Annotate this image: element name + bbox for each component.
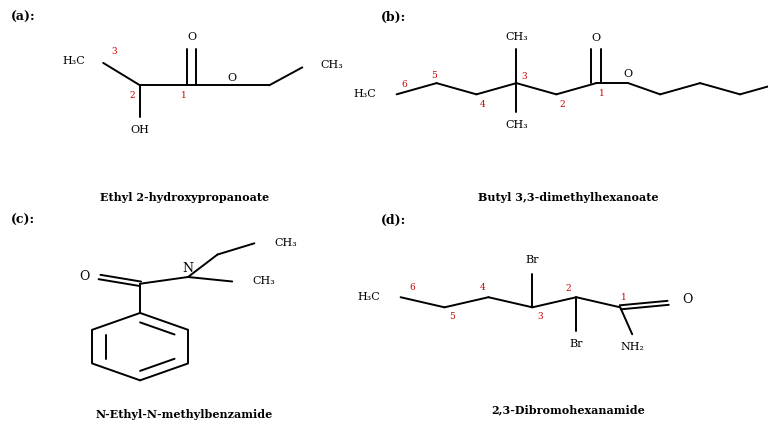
Text: O: O — [591, 33, 601, 43]
Text: CH₃: CH₃ — [253, 276, 275, 286]
Text: 6: 6 — [409, 283, 415, 292]
Text: 3: 3 — [521, 72, 527, 81]
Text: 1: 1 — [621, 293, 627, 302]
Text: (c):: (c): — [11, 214, 35, 227]
Text: O: O — [227, 73, 237, 83]
Text: 2,3-Dibromohexanamide: 2,3-Dibromohexanamide — [492, 404, 645, 415]
Text: O: O — [682, 293, 693, 306]
Text: 6: 6 — [402, 80, 408, 89]
Text: Ethyl 2-hydroxypropanoate: Ethyl 2-hydroxypropanoate — [100, 192, 269, 203]
Text: CH₃: CH₃ — [505, 32, 528, 42]
Text: 1: 1 — [599, 89, 605, 98]
Text: (b):: (b): — [381, 11, 406, 24]
Text: H₃C: H₃C — [358, 292, 381, 302]
Text: H₃C: H₃C — [62, 56, 84, 66]
Text: N-Ethyl-N-methylbenzamide: N-Ethyl-N-methylbenzamide — [96, 409, 273, 419]
Text: O: O — [80, 270, 90, 283]
Text: CH₃: CH₃ — [505, 120, 528, 130]
Text: (d):: (d): — [381, 214, 406, 227]
Text: 5: 5 — [449, 312, 455, 321]
Text: O: O — [624, 69, 633, 79]
Text: Br: Br — [525, 255, 539, 265]
Text: 3: 3 — [111, 47, 117, 56]
Text: 2: 2 — [565, 284, 571, 293]
Text: 3: 3 — [538, 312, 543, 321]
Text: Br: Br — [570, 340, 583, 349]
Text: 4: 4 — [479, 283, 485, 292]
Text: CH₃: CH₃ — [321, 60, 343, 70]
Text: NH₂: NH₂ — [621, 342, 644, 352]
Text: 5: 5 — [432, 71, 438, 80]
Text: O: O — [187, 32, 197, 42]
Text: H₃C: H₃C — [354, 89, 376, 99]
Text: 1: 1 — [181, 91, 187, 100]
Text: 4: 4 — [479, 100, 485, 109]
Text: N: N — [183, 261, 194, 274]
Text: 2: 2 — [130, 91, 135, 100]
Text: OH: OH — [131, 125, 150, 135]
Text: CH₃: CH₃ — [275, 238, 297, 248]
Text: (a):: (a): — [11, 11, 35, 24]
Text: Butyl 3,3-dimethylhexanoate: Butyl 3,3-dimethylhexanoate — [478, 192, 659, 203]
Text: 2: 2 — [560, 100, 565, 109]
